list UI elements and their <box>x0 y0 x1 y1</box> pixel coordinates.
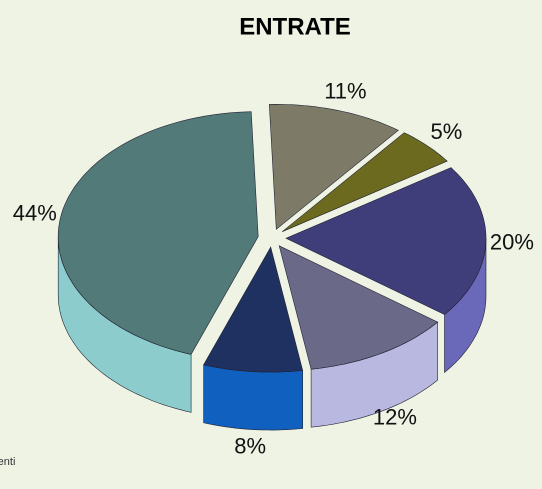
pie-slice-side <box>203 364 303 431</box>
data-label: 5% <box>431 119 463 144</box>
pie-slice <box>57 111 259 355</box>
pie-slice <box>278 245 439 370</box>
pie-slice <box>203 246 304 373</box>
annotation: renti <box>0 456 15 468</box>
pie-slice <box>285 167 487 315</box>
data-label: 8% <box>234 433 266 458</box>
pie-slice <box>282 132 448 232</box>
data-label: 12% <box>373 405 417 430</box>
pie-slice <box>268 103 399 230</box>
data-label: 20% <box>490 230 534 255</box>
chart-title: ENTRATE <box>239 13 351 40</box>
data-label: 11% <box>324 79 366 104</box>
data-label: 44% <box>13 201 57 226</box>
